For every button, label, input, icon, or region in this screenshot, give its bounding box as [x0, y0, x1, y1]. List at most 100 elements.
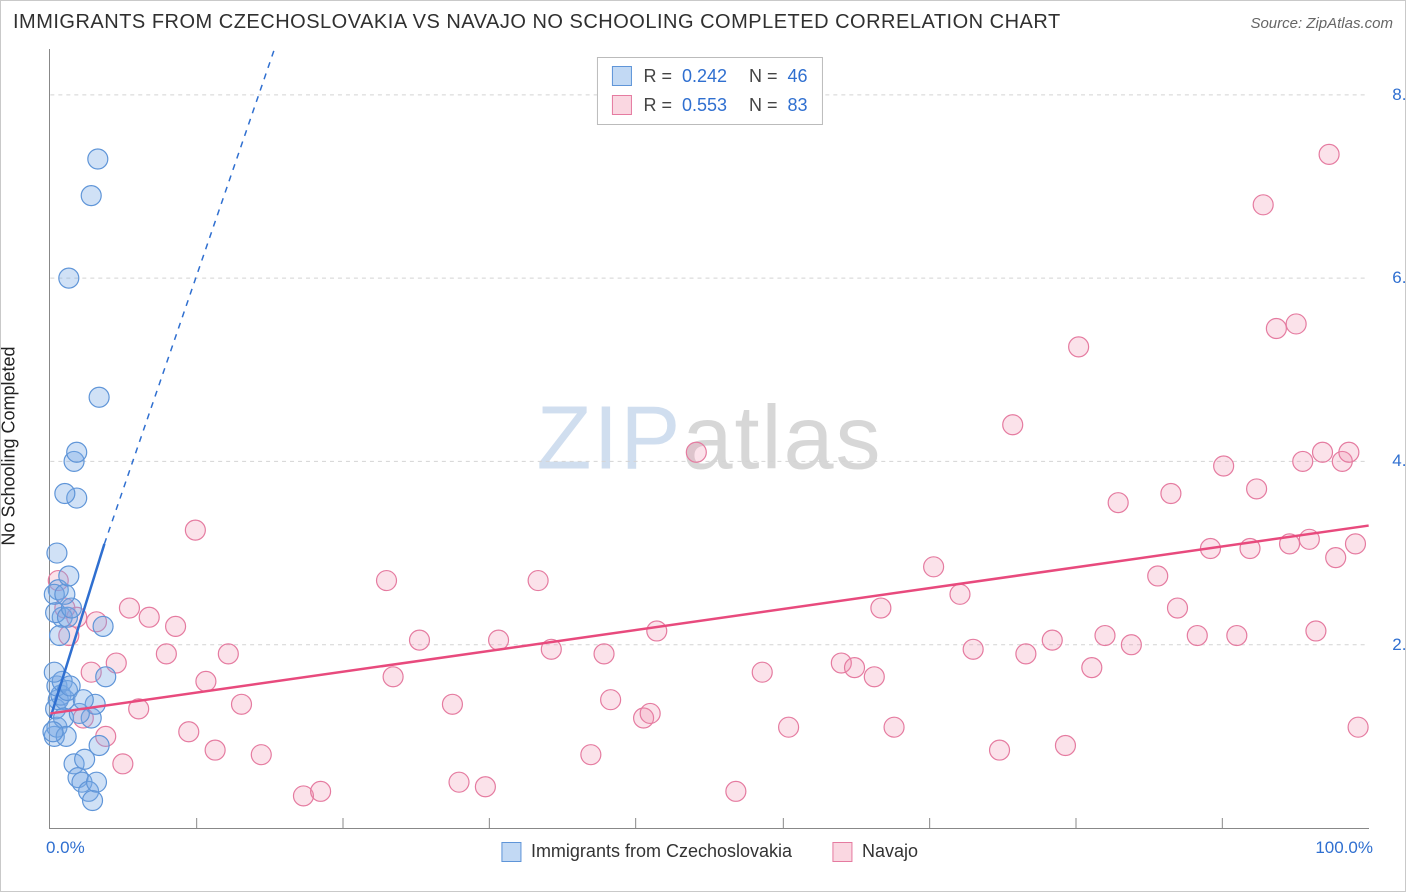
scatter-point-blue	[86, 772, 106, 792]
scatter-point-pink	[1313, 442, 1333, 462]
r-value-blue: 0.242	[682, 62, 727, 91]
scatter-point-pink	[166, 616, 186, 636]
scatter-point-pink	[251, 745, 271, 765]
scatter-point-pink	[119, 598, 139, 618]
scatter-point-pink	[924, 557, 944, 577]
y-tick-label: 4.0%	[1392, 451, 1406, 471]
scatter-point-blue	[89, 736, 109, 756]
scatter-point-pink	[726, 781, 746, 801]
scatter-point-pink	[196, 671, 216, 691]
legend-item-pink: Navajo	[832, 841, 918, 862]
scatter-point-pink	[1247, 479, 1267, 499]
plot-svg	[50, 49, 1369, 828]
scatter-point-blue	[83, 791, 103, 811]
scatter-point-pink	[601, 690, 621, 710]
scatter-point-pink	[963, 639, 983, 659]
y-tick-label: 8.0%	[1392, 85, 1406, 105]
scatter-point-pink	[218, 644, 238, 664]
scatter-point-pink	[1266, 319, 1286, 339]
scatter-point-pink	[1253, 195, 1273, 215]
scatter-point-pink	[779, 717, 799, 737]
scatter-point-pink	[113, 754, 133, 774]
legend-label-pink: Navajo	[862, 841, 918, 862]
r-value-pink: 0.553	[682, 91, 727, 120]
swatch-blue-icon	[611, 66, 631, 86]
scatter-point-pink	[528, 571, 548, 591]
scatter-point-pink	[1306, 621, 1326, 641]
legend-row-blue: R = 0.242 N = 46	[611, 62, 807, 91]
scatter-point-blue	[47, 543, 67, 563]
n-label: N =	[749, 62, 778, 91]
scatter-point-pink	[1095, 626, 1115, 646]
legend-item-blue: Immigrants from Czechoslovakia	[501, 841, 792, 862]
scatter-point-blue	[89, 387, 109, 407]
scatter-point-pink	[1339, 442, 1359, 462]
scatter-point-blue	[43, 722, 63, 742]
scatter-point-pink	[864, 667, 884, 687]
scatter-point-pink	[205, 740, 225, 760]
title-bar: IMMIGRANTS FROM CZECHOSLOVAKIA VS NAVAJO…	[13, 11, 1393, 34]
scatter-point-blue	[67, 442, 87, 462]
scatter-point-blue	[59, 268, 79, 288]
scatter-point-pink	[1016, 644, 1036, 664]
scatter-point-pink	[1345, 534, 1365, 554]
scatter-point-pink	[232, 694, 252, 714]
scatter-point-pink	[442, 694, 462, 714]
scatter-point-pink	[1042, 630, 1062, 650]
scatter-point-pink	[990, 740, 1010, 760]
scatter-point-pink	[489, 630, 509, 650]
n-label: N =	[749, 91, 778, 120]
swatch-pink-icon	[611, 95, 631, 115]
scatter-point-pink	[156, 644, 176, 664]
scatter-point-blue	[88, 149, 108, 169]
r-label: R =	[643, 91, 672, 120]
scatter-point-pink	[1326, 548, 1346, 568]
source-label: Source: ZipAtlas.com	[1250, 15, 1393, 32]
n-value-pink: 83	[788, 91, 808, 120]
scatter-point-pink	[1069, 337, 1089, 357]
scatter-point-pink	[1161, 484, 1181, 504]
scatter-point-pink	[1003, 415, 1023, 435]
scatter-point-pink	[884, 717, 904, 737]
scatter-point-pink	[185, 520, 205, 540]
r-label: R =	[643, 62, 672, 91]
scatter-point-pink	[1227, 626, 1247, 646]
scatter-point-pink	[594, 644, 614, 664]
legend-correlation: R = 0.242 N = 46 R = 0.553 N = 83	[596, 57, 822, 125]
scatter-point-pink	[409, 630, 429, 650]
y-axis-label: No Schooling Completed	[0, 346, 20, 545]
chart-frame: IMMIGRANTS FROM CZECHOSLOVAKIA VS NAVAJO…	[0, 0, 1406, 892]
x-tick-min: 0.0%	[46, 838, 85, 858]
trendline-blue-dashed	[104, 49, 274, 544]
scatter-point-pink	[383, 667, 403, 687]
scatter-point-pink	[179, 722, 199, 742]
scatter-point-pink	[647, 621, 667, 641]
scatter-point-pink	[581, 745, 601, 765]
scatter-point-pink	[311, 781, 331, 801]
plot-area: ZIPatlas R = 0.242 N = 46 R = 0.553 N = …	[49, 49, 1369, 829]
swatch-pink-icon	[832, 842, 852, 862]
legend-label-blue: Immigrants from Czechoslovakia	[531, 841, 792, 862]
legend-series: Immigrants from Czechoslovakia Navajo	[501, 841, 918, 862]
scatter-point-pink	[1148, 566, 1168, 586]
y-tick-label: 6.0%	[1392, 268, 1406, 288]
scatter-point-pink	[1214, 456, 1234, 476]
y-tick-label: 2.0%	[1392, 635, 1406, 655]
x-tick-max: 100.0%	[1315, 838, 1373, 858]
scatter-point-blue	[55, 484, 75, 504]
legend-row-pink: R = 0.553 N = 83	[611, 91, 807, 120]
scatter-point-blue	[96, 667, 116, 687]
trendline-pink	[50, 526, 1368, 714]
scatter-point-pink	[1348, 717, 1368, 737]
scatter-point-blue	[55, 584, 75, 604]
scatter-point-blue	[93, 616, 113, 636]
scatter-point-pink	[1108, 493, 1128, 513]
swatch-blue-icon	[501, 842, 521, 862]
scatter-point-pink	[1168, 598, 1188, 618]
scatter-point-pink	[1121, 635, 1141, 655]
n-value-blue: 46	[788, 62, 808, 91]
chart-title: IMMIGRANTS FROM CZECHOSLOVAKIA VS NAVAJO…	[13, 11, 1061, 34]
scatter-point-pink	[1286, 314, 1306, 334]
scatter-point-pink	[475, 777, 495, 797]
scatter-point-pink	[1055, 736, 1075, 756]
